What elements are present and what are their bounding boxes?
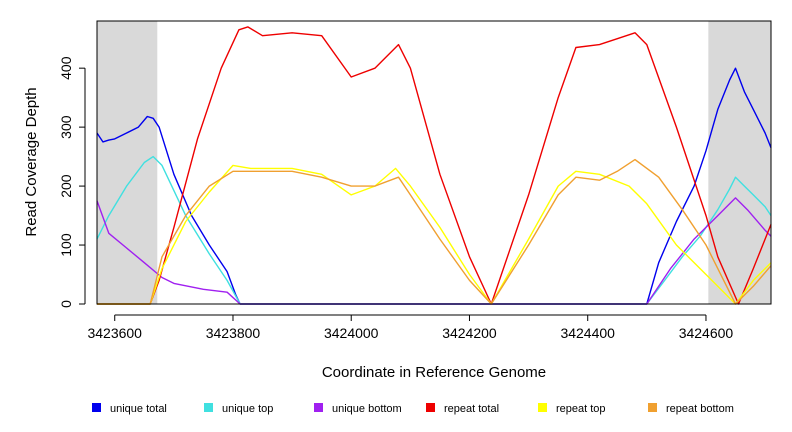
legend-label-repeat-bottom: repeat bottom bbox=[666, 403, 734, 415]
x-tick-label: 3424400 bbox=[560, 325, 615, 341]
legend-label-repeat-top: repeat top bbox=[556, 403, 606, 415]
y-tick-label: 200 bbox=[58, 174, 74, 198]
y-tick-label: 100 bbox=[58, 233, 74, 257]
legend: unique total unique top unique bottom repea… bbox=[92, 403, 734, 415]
y-tick-label: 0 bbox=[58, 300, 74, 308]
shaded-region-1 bbox=[708, 21, 771, 304]
legend-swatch-repeat-bottom bbox=[648, 403, 657, 412]
x-tick-label: 3424600 bbox=[679, 325, 734, 341]
legend-label-unique-bottom: unique bottom bbox=[332, 403, 402, 415]
y-axis: 0 100 200 300 400 bbox=[58, 56, 86, 308]
series-line-repeat-bottom bbox=[97, 158, 772, 305]
series-line-repeat-total bbox=[97, 26, 772, 305]
legend-swatch-unique-total bbox=[92, 403, 101, 412]
x-tick-label: 3423600 bbox=[87, 325, 142, 341]
y-tick-label: 300 bbox=[58, 115, 74, 139]
y-axis-title: Read Coverage Depth bbox=[23, 87, 40, 236]
series-line-unique-bottom bbox=[96, 197, 772, 305]
legend-label-repeat-total: repeat total bbox=[444, 403, 499, 415]
shaded-region-0 bbox=[97, 21, 158, 304]
y-tick-label: 400 bbox=[58, 56, 74, 80]
legend-swatch-unique-top bbox=[204, 403, 213, 412]
legend-swatch-repeat-top bbox=[538, 403, 547, 412]
legend-swatch-unique-bottom bbox=[314, 403, 323, 412]
legend-label-unique-total: unique total bbox=[110, 403, 167, 415]
x-tick-label: 3423800 bbox=[206, 325, 261, 341]
shaded-regions bbox=[97, 21, 771, 304]
x-axis-title: Coordinate in Reference Genome bbox=[322, 364, 546, 381]
series-line-repeat-top bbox=[97, 164, 772, 305]
legend-swatch-repeat-total bbox=[426, 403, 435, 412]
series-lines bbox=[96, 26, 772, 305]
x-axis: 3423600 3423800 3424000 3424200 3424400 34246… bbox=[87, 314, 734, 341]
x-tick-label: 3424000 bbox=[324, 325, 379, 341]
plot-frame bbox=[96, 20, 772, 305]
x-tick-label: 3424200 bbox=[442, 325, 497, 341]
legend-label-unique-top: unique top bbox=[222, 403, 273, 415]
